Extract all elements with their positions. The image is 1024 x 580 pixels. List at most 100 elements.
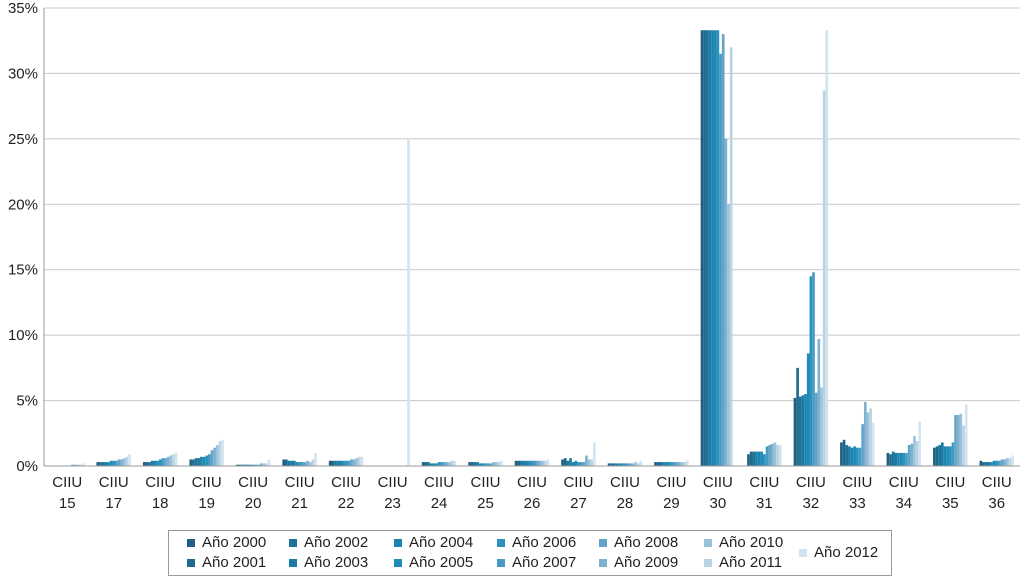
bar: [729, 47, 733, 466]
bar: [804, 394, 807, 466]
x-tick-label: CIIU: [842, 474, 872, 491]
bar: [492, 462, 495, 466]
bar: [817, 339, 821, 466]
bar: [352, 459, 356, 466]
legend-item: Año 2011: [704, 554, 782, 571]
bar: [500, 460, 503, 466]
bar: [285, 459, 288, 466]
y-tick-label: 30%: [8, 65, 38, 82]
bar: [287, 460, 291, 466]
x-tick-label: 26: [524, 495, 541, 512]
bar: [538, 460, 542, 466]
bar: [241, 464, 244, 466]
bar: [101, 462, 105, 466]
bar: [856, 447, 859, 466]
bar: [1006, 458, 1009, 466]
legend-item: Año 2009: [599, 554, 678, 571]
bar: [667, 462, 671, 466]
x-tick-label: CIIU: [889, 474, 919, 491]
bar: [257, 464, 260, 466]
bar: [546, 459, 550, 466]
bar: [776, 445, 779, 466]
x-tick-label: 18: [152, 495, 169, 512]
legend-item: Año 2008: [599, 534, 678, 551]
legend-label: Año 2010: [719, 534, 784, 551]
bar: [153, 460, 157, 466]
bar: [476, 462, 479, 466]
legend-swatch: [704, 538, 712, 547]
y-tick-label: 35%: [8, 0, 38, 17]
bar: [703, 30, 706, 466]
y-tick-label: 5%: [16, 393, 38, 410]
bar: [610, 463, 614, 466]
bar: [107, 462, 110, 466]
bar: [907, 445, 911, 466]
y-tick-label: 20%: [8, 196, 38, 213]
bar: [432, 463, 436, 466]
bar: [221, 439, 224, 466]
x-tick-label: CIIU: [749, 474, 779, 491]
x-tick-label: 27: [570, 495, 587, 512]
bar: [249, 464, 252, 466]
x-tick-label: 15: [59, 495, 76, 512]
x-tick-label: 31: [756, 495, 773, 512]
bar: [125, 456, 129, 466]
bar: [768, 445, 772, 466]
bar: [700, 30, 704, 466]
bar: [563, 458, 567, 466]
legend-swatch: [187, 558, 195, 567]
bar: [964, 404, 968, 466]
bar: [71, 464, 74, 466]
bar: [443, 462, 446, 466]
bar: [727, 204, 730, 467]
bar: [757, 451, 761, 466]
bar: [747, 454, 750, 466]
legend: Año 2000 Año 2001 Año 2002 Año 2003 Año 2004…: [168, 530, 892, 576]
bar: [664, 462, 668, 466]
bar: [112, 460, 116, 466]
bar: [265, 463, 268, 466]
bar: [311, 459, 315, 466]
bar: [982, 462, 985, 466]
bar: [662, 462, 665, 466]
legend-label: Año 2005: [409, 554, 474, 571]
y-tick-label: 15%: [8, 262, 38, 279]
bar: [941, 442, 944, 466]
bar: [533, 460, 536, 466]
bar: [298, 462, 301, 466]
axes: [43, 8, 1020, 467]
bar: [871, 422, 875, 466]
bar: [300, 462, 304, 466]
bar: [905, 452, 908, 466]
x-tick-label: 33: [849, 495, 866, 512]
bar: [215, 445, 219, 466]
bar: [636, 463, 640, 466]
bar: [861, 424, 864, 466]
bar: [484, 463, 487, 466]
bar: [613, 463, 616, 466]
bar: [142, 462, 146, 466]
bar: [654, 462, 657, 466]
bar: [845, 445, 849, 466]
bar: [200, 456, 203, 466]
bar: [913, 435, 916, 466]
legend-item: Año 2005: [394, 554, 473, 571]
bar: [869, 408, 872, 466]
x-tick-label: CIIU: [935, 474, 965, 491]
bar: [334, 460, 337, 466]
bar: [979, 460, 983, 466]
x-tick-label: 32: [803, 495, 820, 512]
bar: [218, 441, 222, 466]
bar: [350, 459, 353, 466]
legend-swatch: [289, 538, 297, 547]
x-axis-tick-labels: CIIU 15 CIIU 17 CIIU 18 CIIU 19 CIIU 20 CIIU 21 CIIU…: [52, 474, 1012, 512]
bar: [314, 452, 317, 466]
bar: [290, 460, 293, 466]
bar: [765, 446, 769, 466]
bar: [894, 452, 898, 466]
bar: [148, 462, 151, 466]
bar: [708, 30, 712, 466]
bar: [628, 463, 632, 466]
bar: [842, 439, 846, 466]
bar: [822, 90, 826, 466]
